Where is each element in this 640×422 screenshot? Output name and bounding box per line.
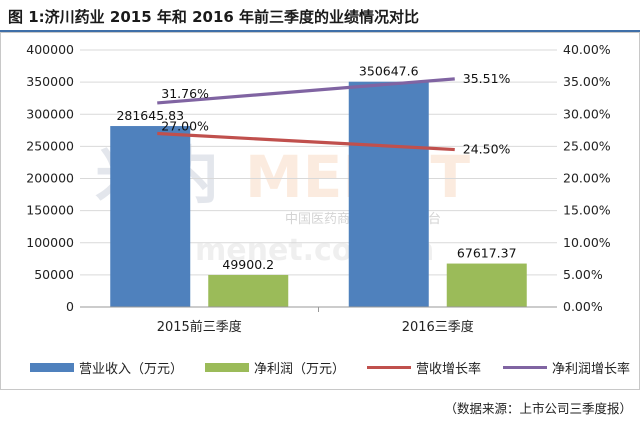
growth-lines: [157, 77, 455, 152]
y-right-tick-label: 0.00%: [563, 299, 603, 314]
profit-growth-label: 35.51%: [463, 71, 511, 86]
profit-bar-label: 67617.37: [457, 246, 517, 261]
profit-bar: [446, 263, 527, 307]
legend-item-profit: 净利润（万元）: [205, 358, 345, 377]
y-right-tick-label: 25.00%: [563, 138, 611, 153]
title-rule: [0, 30, 640, 32]
legend-label-revenue: 营业收入（万元）: [79, 361, 184, 377]
y-right-tick-label: 40.00%: [563, 42, 611, 57]
revenue-growth-label: 24.50%: [463, 142, 511, 157]
x-category-label: 2015前三季度: [157, 319, 242, 335]
legend-label-profit-growth: 净利润增长率: [552, 361, 631, 377]
axes: 0 0.00% 50000 5.00% 100000 10.00% 150000 15.00%…: [26, 42, 611, 335]
chart-title: 图 1:济川药业 2015 年和 2016 年前三季度的业绩情况对比: [8, 8, 420, 26]
bars: [110, 81, 527, 307]
legend-swatch-profit-growth: [503, 365, 548, 369]
legend-label-revenue-growth: 营收增长率: [416, 361, 482, 377]
legend-item-revenue-growth: 营收增长率: [367, 358, 481, 377]
y-right-tick-label: 10.00%: [563, 235, 611, 250]
revenue-bar-label: 350647.6: [359, 64, 419, 79]
y-left-tick-label: 50000: [34, 267, 74, 282]
y-right-tick-label: 15.00%: [563, 203, 611, 218]
y-left-tick-label: 100000: [26, 235, 74, 250]
revenue-bar: [110, 126, 191, 307]
revenue-bar-label: 281645.83: [116, 108, 184, 123]
data-labels: 281645.83 350647.6 49900.2 67617.37 27.00% 24…: [116, 64, 516, 272]
y-left-tick-label: 0: [66, 299, 74, 314]
data-source-note: （数据来源：上市公司三季度报）: [444, 401, 632, 416]
legend-swatch-profit: [205, 362, 250, 372]
legend-swatch-revenue: [30, 362, 74, 372]
profit-growth-line: [157, 77, 455, 105]
y-left-tick-label: 400000: [26, 42, 74, 57]
revenue-growth-label: 27.00%: [161, 119, 209, 134]
legend-swatch-revenue-growth: [367, 365, 412, 369]
profit-bar: [208, 274, 289, 307]
legend-item-revenue: 营业收入（万元）: [30, 358, 183, 377]
legend-label-profit: 净利润（万元）: [254, 361, 346, 377]
y-right-tick-label: 5.00%: [563, 267, 603, 282]
x-category-label: 2016三季度: [402, 319, 474, 335]
legend: 营业收入（万元） 净利润（万元） 营收增长率 净利润增长率: [30, 356, 630, 378]
revenue-growth-line: [157, 131, 455, 152]
profit-bar-label: 49900.2: [222, 257, 274, 272]
y-left-tick-label: 200000: [26, 171, 74, 186]
legend-item-profit-growth: 净利润增长率: [503, 358, 630, 377]
y-left-tick-label: 300000: [26, 106, 74, 121]
revenue-bar: [348, 81, 429, 307]
y-left-tick-label: 350000: [26, 74, 74, 89]
profit-growth-label: 31.76%: [161, 86, 209, 101]
y-right-tick-label: 35.00%: [563, 74, 611, 89]
y-left-tick-label: 150000: [26, 203, 74, 218]
y-right-tick-label: 20.00%: [563, 171, 611, 186]
y-right-tick-label: 30.00%: [563, 106, 611, 121]
y-left-tick-label: 250000: [26, 138, 74, 153]
